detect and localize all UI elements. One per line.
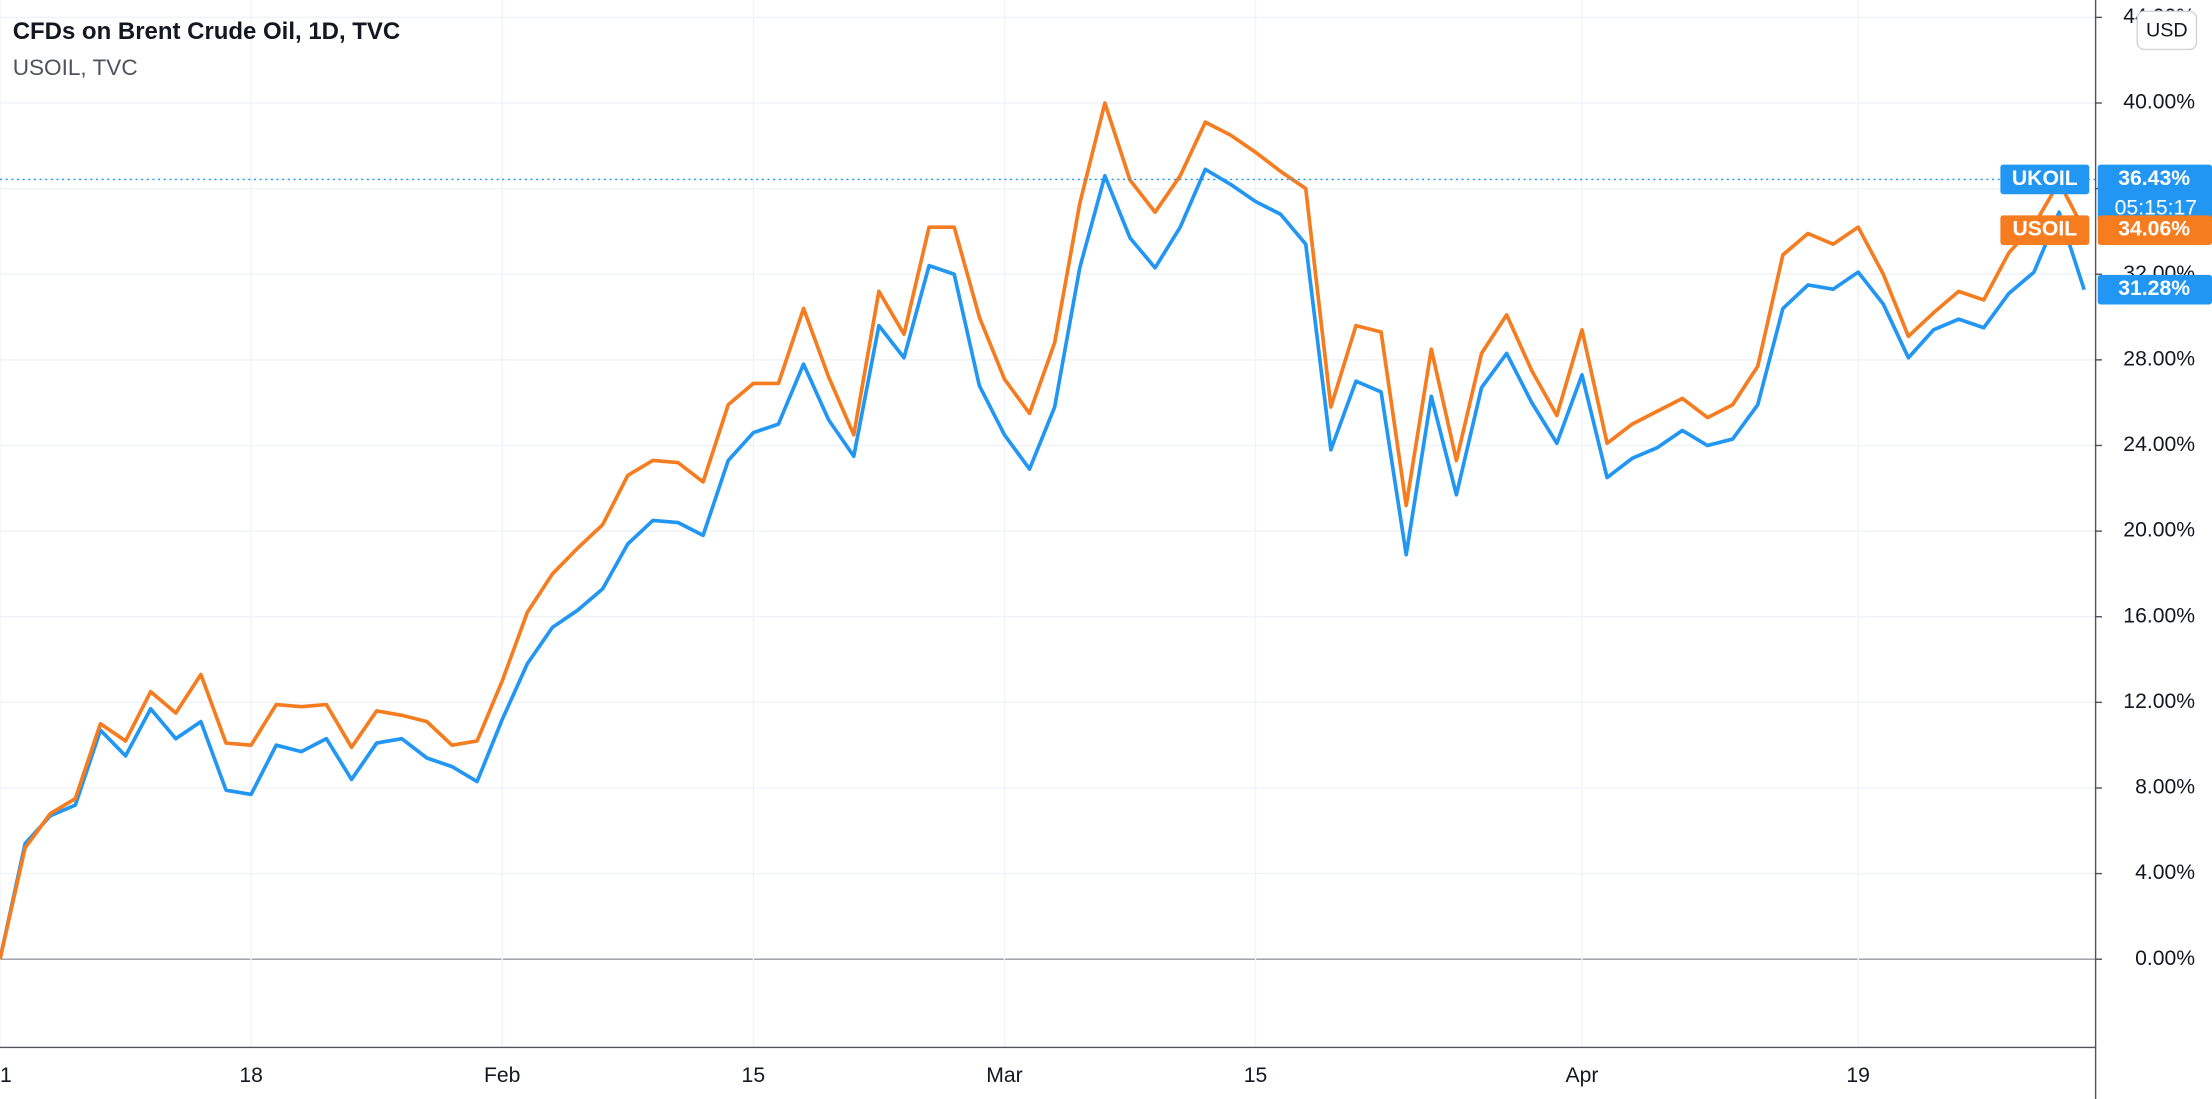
x-tick-label: 15 [1244, 1064, 1268, 1087]
last-value-label-bg [2097, 215, 2212, 245]
currency-button[interactable] [2136, 10, 2198, 51]
y-tick-label: 4.00% [2135, 861, 2195, 884]
y-tick-label: 0.00% [2135, 947, 2195, 970]
series-name-label: USOIL [2013, 218, 2078, 241]
series-name-label-bg [2000, 215, 2090, 245]
y-tick-label: 16.00% [2123, 604, 2195, 627]
series-line [0, 101, 2086, 960]
y-tick-label: 8.00% [2135, 776, 2195, 799]
series-name-label: UKOIL [2012, 167, 2078, 190]
x-tick-label: Feb [484, 1064, 520, 1087]
currency-label[interactable]: USD [2146, 19, 2188, 41]
chart-title: CFDs on Brent Crude Oil, 1D, TVC [13, 18, 401, 45]
x-tick-label: Apr [1566, 1064, 1599, 1087]
x-tick-label: Mar [986, 1064, 1022, 1087]
series-name-label-bg [2000, 164, 2090, 195]
x-tick-label: 21 [0, 1064, 12, 1087]
last-value-label: 31.28% [2118, 277, 2190, 300]
price-label: 36.43% [2118, 167, 2190, 190]
y-tick-label: 24.00% [2123, 433, 2195, 456]
y-tick-label: 20.00% [2123, 519, 2195, 542]
x-tick-label: 19 [1846, 1064, 1870, 1087]
last-value-label: 34.06% [2118, 218, 2190, 241]
price-label-bg [2097, 164, 2212, 223]
time-axis-bg [0, 1048, 2097, 1099]
series-line [0, 167, 2086, 960]
x-tick-label: 15 [742, 1064, 766, 1087]
y-tick-label: 12.00% [2123, 690, 2195, 713]
axes: 0.00% 4.00% 8.00% 12.00% 16.00% 20.00% 24.00% 2… [0, 5, 2212, 1087]
y-tick-label: 40.00% [2123, 91, 2195, 114]
y-tick-label: 28.00% [2123, 347, 2195, 370]
countdown: 05:15:17 [2115, 197, 2197, 220]
plot [0, 101, 2095, 960]
grid [0, 0, 2095, 1047]
last-value-label-bg [2097, 274, 2212, 305]
x-tick-label: 18 [239, 1064, 263, 1087]
chart-subtitle: USOIL, TVC [13, 55, 138, 80]
